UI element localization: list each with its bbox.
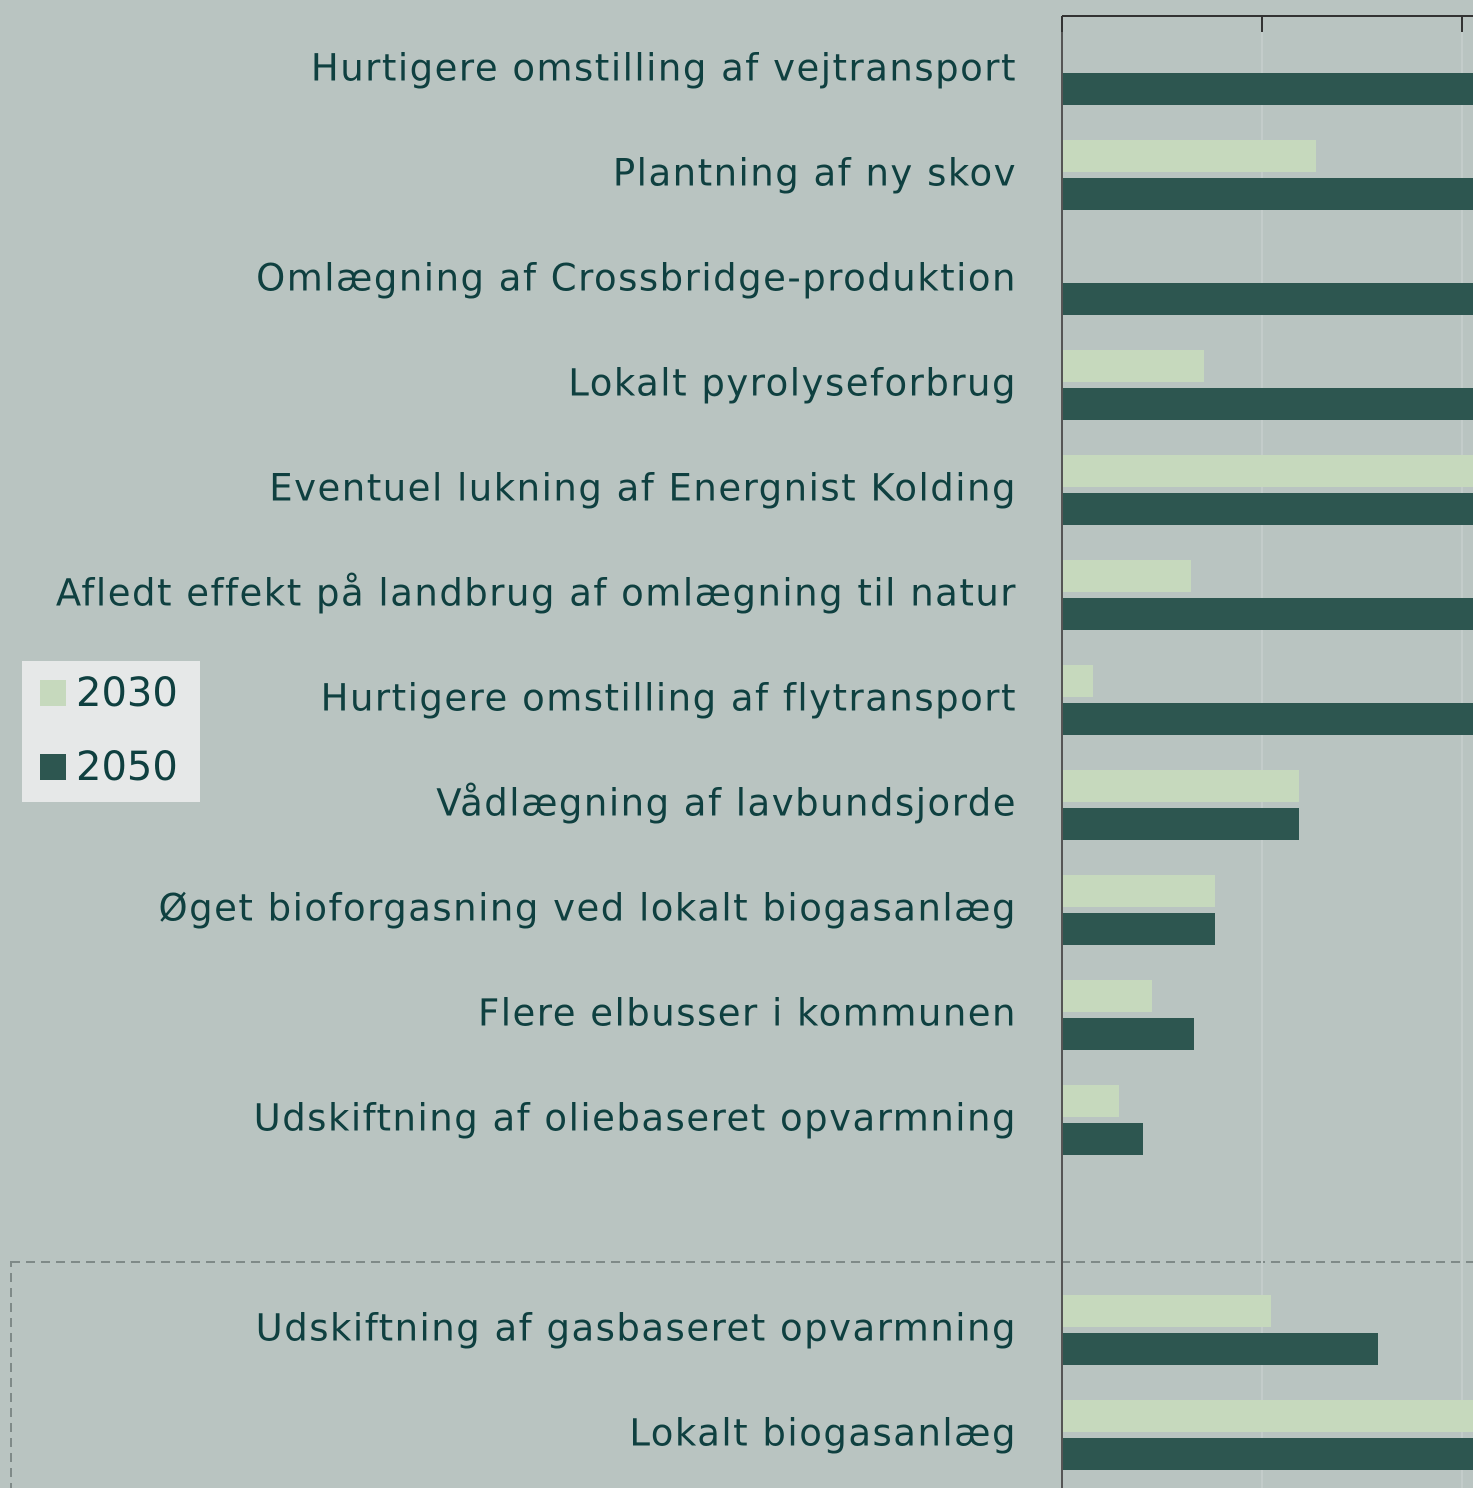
category-label: Lokalt biogasanlæg xyxy=(629,1412,1017,1455)
bars xyxy=(1062,73,1473,1470)
bar xyxy=(1062,980,1152,1012)
category-label: Omlægning af Crossbridge-produktion xyxy=(256,257,1017,300)
category-label: Udskiftning af oliebaseret opvarmning xyxy=(254,1097,1017,1140)
bar xyxy=(1062,875,1215,907)
bar xyxy=(1062,493,1473,525)
legend-swatch xyxy=(40,680,66,706)
bar xyxy=(1062,178,1473,210)
legend-label: 2050 xyxy=(76,744,178,790)
dashed-group-box xyxy=(10,1261,1473,1488)
category-label: Hurtigere omstilling af vejtransport xyxy=(311,47,1017,90)
category-label: Lokalt pyrolyseforbrug xyxy=(568,362,1017,405)
bar xyxy=(1062,388,1473,420)
bar xyxy=(1062,560,1191,592)
category-label: Udskiftning af gasbaseret opvarmning xyxy=(256,1307,1017,1350)
bar xyxy=(1062,1085,1119,1117)
bar xyxy=(1062,1295,1271,1327)
labels: Hurtigere omstilling af vejtransport Plan… xyxy=(56,47,1017,1455)
category-label: Plantning af ny skov xyxy=(613,152,1017,195)
legend-swatch xyxy=(40,754,66,780)
bar xyxy=(1062,350,1204,382)
category-label: Hurtigere omstilling af flytransport xyxy=(321,677,1017,720)
bar xyxy=(1062,808,1299,840)
bar xyxy=(1062,770,1299,802)
legend-label: 2030 xyxy=(76,670,178,716)
category-label: Vådlægning af lavbundsjorde xyxy=(436,782,1017,825)
bar xyxy=(1062,598,1473,630)
bar xyxy=(1062,1018,1194,1050)
bar xyxy=(1062,1123,1143,1155)
category-label: Flere elbusser i kommunen xyxy=(478,992,1017,1035)
bar xyxy=(1062,1438,1473,1470)
bar xyxy=(1062,913,1215,945)
category-label: Øget bioforgasning ved lokalt biogasanlæ… xyxy=(158,887,1017,930)
legend: 2030 2050 xyxy=(40,670,178,790)
bar xyxy=(1062,455,1473,487)
bar xyxy=(1062,1400,1473,1432)
category-label: Afledt effekt på landbrug af omlægning t… xyxy=(56,572,1017,615)
bar xyxy=(1062,703,1473,735)
bar xyxy=(1062,140,1316,172)
bar xyxy=(1062,73,1473,105)
bar xyxy=(1062,665,1093,697)
category-label: Eventuel lukning af Energnist Kolding xyxy=(269,467,1017,510)
bar xyxy=(1062,1333,1378,1365)
bar xyxy=(1062,283,1473,315)
grid xyxy=(1261,16,1463,1488)
